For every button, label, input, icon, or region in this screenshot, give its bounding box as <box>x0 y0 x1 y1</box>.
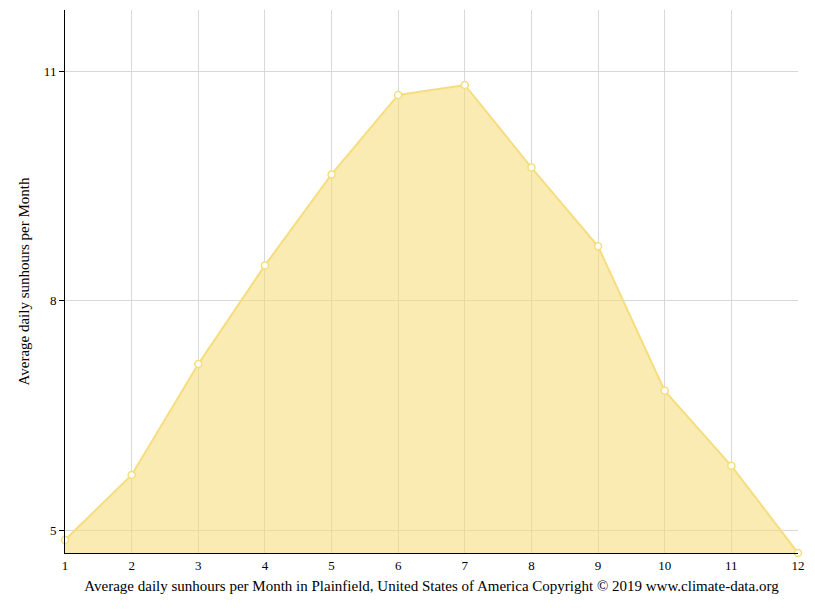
svg-text:Average daily sunhours per Mon: Average daily sunhours per Month in Plai… <box>84 578 779 594</box>
svg-text:4: 4 <box>262 558 269 573</box>
svg-text:2: 2 <box>128 558 135 573</box>
svg-text:12: 12 <box>792 558 805 573</box>
svg-text:8: 8 <box>528 558 535 573</box>
svg-text:8: 8 <box>50 293 57 308</box>
svg-text:11: 11 <box>44 64 57 79</box>
svg-text:6: 6 <box>395 558 402 573</box>
svg-text:11: 11 <box>725 558 738 573</box>
svg-text:5: 5 <box>328 558 335 573</box>
svg-text:3: 3 <box>195 558 202 573</box>
svg-text:5: 5 <box>50 523 57 538</box>
svg-text:Average daily sunhours per Mon: Average daily sunhours per Month <box>16 177 32 386</box>
svg-text:10: 10 <box>658 558 671 573</box>
svg-text:7: 7 <box>462 558 469 573</box>
svg-text:9: 9 <box>595 558 602 573</box>
svg-text:1: 1 <box>62 558 69 573</box>
